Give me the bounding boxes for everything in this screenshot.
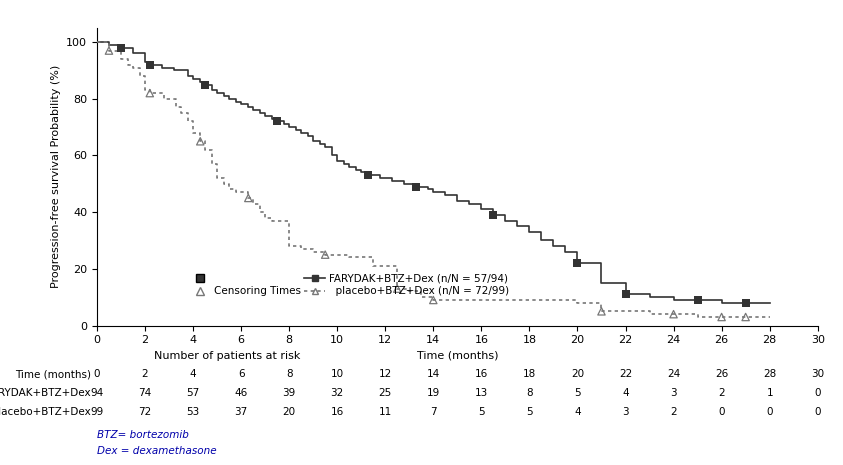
Text: 5: 5 — [478, 406, 485, 417]
Point — [115, 44, 128, 52]
Text: 4: 4 — [622, 388, 629, 398]
Text: 0: 0 — [94, 369, 100, 379]
Point — [738, 299, 752, 306]
Text: 10: 10 — [330, 369, 344, 379]
X-axis label: Time (months): Time (months) — [416, 351, 498, 361]
Point — [571, 259, 584, 267]
Point — [738, 313, 752, 321]
Text: 28: 28 — [763, 369, 776, 379]
Text: 4: 4 — [190, 369, 196, 379]
Point — [486, 211, 500, 219]
Text: 5: 5 — [526, 406, 533, 417]
Y-axis label: Progression-free survival Probability (%): Progression-free survival Probability (%… — [51, 65, 61, 288]
Text: 0: 0 — [814, 406, 821, 417]
Point — [271, 118, 284, 125]
Text: 74: 74 — [138, 388, 152, 398]
Text: Time (months): Time (months) — [15, 369, 91, 379]
Text: 20: 20 — [571, 369, 584, 379]
Text: 16: 16 — [330, 406, 344, 417]
Point — [143, 89, 157, 97]
Text: 46: 46 — [234, 388, 248, 398]
Text: 8: 8 — [526, 388, 533, 398]
Text: 3: 3 — [622, 406, 629, 417]
Point — [667, 311, 680, 318]
Text: 72: 72 — [138, 406, 152, 417]
Text: 24: 24 — [667, 369, 680, 379]
Text: Number of patients at risk: Number of patients at risk — [154, 351, 301, 361]
Text: Dex = dexamethasone: Dex = dexamethasone — [97, 446, 217, 456]
Text: 26: 26 — [715, 369, 728, 379]
Text: 19: 19 — [427, 388, 440, 398]
Text: 16: 16 — [475, 369, 488, 379]
Point — [594, 308, 608, 315]
Text: 8: 8 — [286, 369, 293, 379]
Text: 32: 32 — [330, 388, 344, 398]
Point — [690, 296, 704, 304]
Text: 11: 11 — [379, 406, 392, 417]
Text: 57: 57 — [186, 388, 200, 398]
Text: 2: 2 — [142, 369, 148, 379]
Point — [194, 138, 207, 145]
Text: 0: 0 — [766, 406, 773, 417]
Text: 3: 3 — [670, 388, 677, 398]
Text: 2: 2 — [670, 406, 677, 417]
Text: 0: 0 — [718, 406, 725, 417]
Text: 99: 99 — [90, 406, 104, 417]
Text: 22: 22 — [619, 369, 632, 379]
Text: 14: 14 — [427, 369, 440, 379]
Text: 94: 94 — [90, 388, 104, 398]
Text: 5: 5 — [574, 388, 581, 398]
Point — [619, 291, 632, 298]
Text: 12: 12 — [379, 369, 392, 379]
Text: 1: 1 — [766, 388, 773, 398]
Text: 30: 30 — [811, 369, 824, 379]
Point — [198, 81, 212, 88]
Text: BTZ= bortezomib: BTZ= bortezomib — [97, 430, 189, 440]
Text: 6: 6 — [238, 369, 244, 379]
Point — [242, 194, 255, 202]
Point — [143, 61, 157, 68]
Point — [410, 183, 423, 190]
Point — [102, 47, 115, 54]
Text: 13: 13 — [475, 388, 488, 398]
Text: 4: 4 — [574, 406, 581, 417]
Point — [390, 285, 404, 292]
Text: placebo+BTZ+Dex: placebo+BTZ+Dex — [0, 406, 91, 417]
Text: 37: 37 — [234, 406, 248, 417]
Point — [319, 251, 332, 259]
Text: 0: 0 — [814, 388, 821, 398]
Text: 18: 18 — [523, 369, 536, 379]
Point — [362, 172, 375, 179]
Point — [715, 313, 728, 321]
Text: 7: 7 — [430, 406, 437, 417]
Legend: , Censoring Times, FARYDAK+BTZ+Dex (n/N = 57/94),   placebo+BTZ+Dex (n/N = 72/99: , Censoring Times, FARYDAK+BTZ+Dex (n/N … — [189, 273, 509, 297]
Text: FARYDAK+BTZ+Dex: FARYDAK+BTZ+Dex — [0, 388, 91, 398]
Point — [427, 296, 440, 304]
Text: 20: 20 — [282, 406, 296, 417]
Text: 2: 2 — [718, 388, 725, 398]
Text: 39: 39 — [282, 388, 296, 398]
Text: 53: 53 — [186, 406, 200, 417]
Text: 25: 25 — [379, 388, 392, 398]
